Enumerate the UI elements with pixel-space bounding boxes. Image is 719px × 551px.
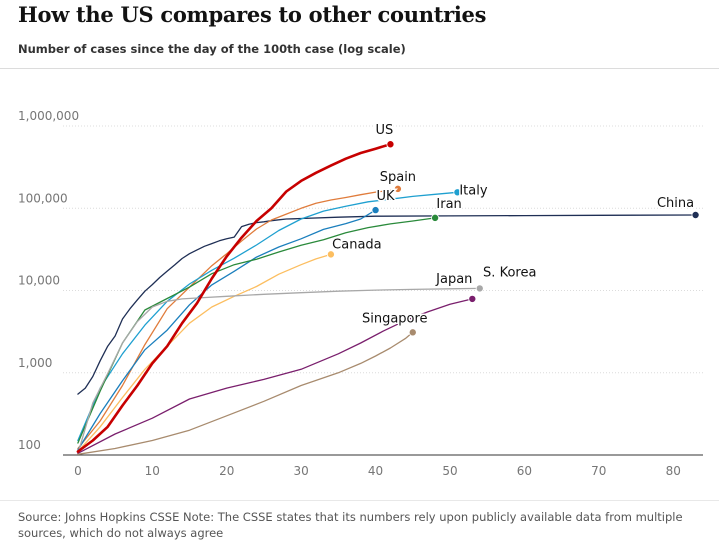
- label-japan: Japan: [435, 272, 472, 287]
- label-uk: UK: [377, 189, 396, 204]
- end-dot-china: [691, 210, 700, 219]
- label-spain: Spain: [380, 170, 416, 185]
- x-tick-label-70: 70: [591, 464, 606, 478]
- y-tick-label-10000: 10,000: [18, 274, 60, 288]
- x-tick-label-30: 30: [293, 464, 308, 478]
- x-tick-label-10: 10: [145, 464, 160, 478]
- grid-lines: [63, 125, 703, 456]
- x-tick-label-0: 0: [74, 464, 82, 478]
- label-china: China: [657, 196, 694, 211]
- end-dot-singapore: [408, 328, 417, 337]
- label-italy: Italy: [459, 183, 488, 198]
- source-note: Source: Johns Hopkins CSSE Note: The CSS…: [18, 510, 683, 540]
- x-tick-label-50: 50: [442, 464, 457, 478]
- line-us: [76, 142, 392, 453]
- end-dot-us: [386, 140, 395, 149]
- label-canada: Canada: [332, 237, 381, 252]
- x-tick-label-60: 60: [517, 464, 532, 478]
- line-canada: [77, 253, 332, 453]
- line-japan: [77, 298, 473, 454]
- label-singapore: Singapore: [362, 311, 428, 326]
- y-tick-label-1000: 1,000: [18, 356, 52, 370]
- chart-title: How the US compares to other countries: [18, 2, 487, 27]
- line-chart: 100 1,000 10,000 100,000 1,000,000 0 10 20 30 40…: [18, 109, 703, 478]
- end-dot-s-korea: [475, 284, 484, 293]
- x-tick-label-80: 80: [666, 464, 681, 478]
- end-dot-iran: [431, 213, 440, 222]
- chart-subtitle: Number of cases since the day of the 100…: [18, 42, 406, 56]
- series-labels: US Spain Italy UK Iran China Canada S. Korea Jap…: [331, 122, 696, 328]
- line-spain: [77, 188, 399, 450]
- header-divider: [0, 68, 719, 69]
- label-iran: Iran: [436, 197, 461, 212]
- end-dot-uk: [371, 206, 380, 215]
- x-axis-ticks: 0 10 20 30 40 50 60 70 80: [74, 464, 681, 478]
- footer-divider: [0, 500, 719, 501]
- y-axis-ticks: 100 1,000 10,000 100,000 1,000,000: [18, 109, 79, 452]
- label-s-korea: S. Korea: [483, 265, 536, 280]
- end-dot-spain: [393, 184, 402, 193]
- line-s-korea: [77, 287, 481, 455]
- y-tick-label-100: 100: [18, 438, 41, 452]
- end-dot-italy: [453, 188, 462, 197]
- line-uk: [77, 209, 377, 451]
- x-tick-label-40: 40: [368, 464, 383, 478]
- series-lines: [76, 142, 697, 455]
- end-dot-canada: [326, 250, 335, 259]
- end-dot-japan: [468, 294, 477, 303]
- line-italy: [77, 191, 459, 442]
- series-end-dots: [326, 140, 700, 337]
- y-tick-label-1000000: 1,000,000: [18, 109, 79, 123]
- line-singapore: [77, 331, 414, 455]
- x-tick-label-20: 20: [219, 464, 234, 478]
- label-us: US: [376, 123, 394, 138]
- y-tick-label-100000: 100,000: [18, 191, 68, 205]
